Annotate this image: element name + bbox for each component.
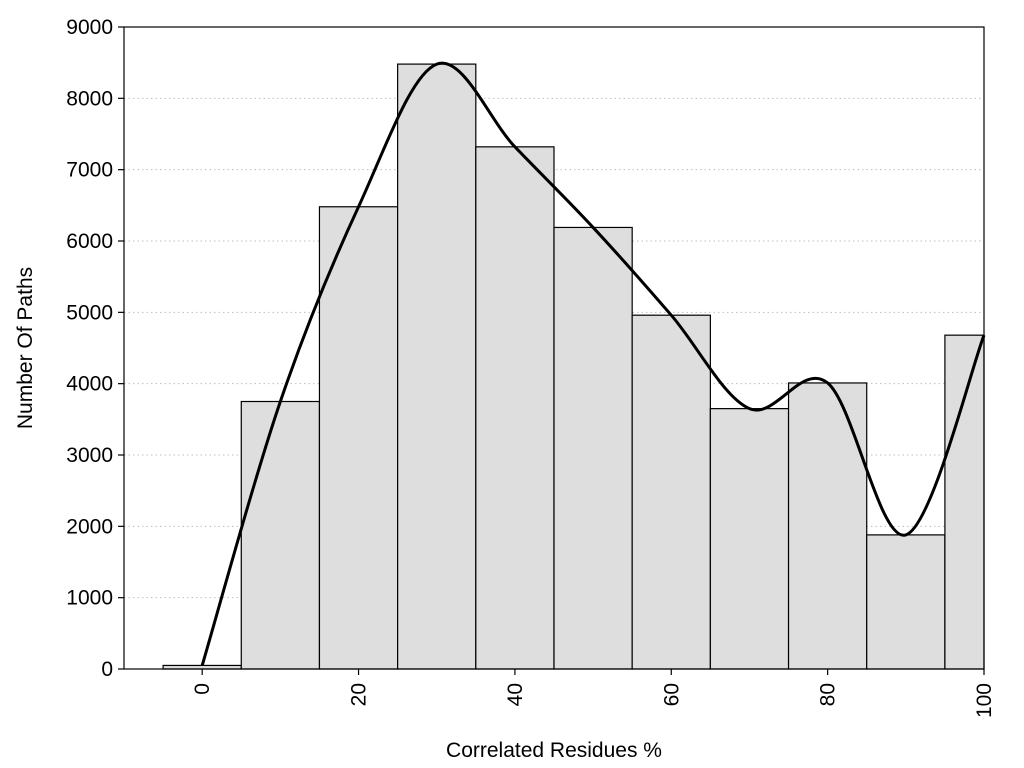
- y-tick-label: 9000: [66, 16, 113, 39]
- x-tick-label: 0: [191, 683, 214, 695]
- y-tick-label: 4000: [66, 373, 113, 396]
- y-tick-label: 2000: [66, 515, 113, 538]
- y-axis-title: Number Of Paths: [14, 267, 37, 429]
- histogram-bar: [866, 534, 946, 670]
- y-tick-label: 3000: [66, 444, 113, 467]
- histogram-bar: [631, 314, 711, 670]
- x-axis: 0 20 40 60 80 100: [191, 669, 996, 718]
- plot-frame: [123, 26, 985, 670]
- y-tick-label: 1000: [66, 587, 113, 610]
- x-tick-label: 100: [973, 683, 996, 718]
- y-axis: 0 1000 2000 3000 4000 5000 6000 7000 8000 9000: [66, 16, 124, 681]
- histogram-bar: [787, 382, 868, 670]
- x-tick-label: 60: [660, 683, 683, 706]
- histogram-bar: [397, 63, 477, 670]
- y-tick-label: 7000: [66, 159, 113, 182]
- y-tick-label: 8000: [66, 87, 113, 110]
- smooth-curve: [200, 61, 986, 666]
- y-tick-label: 0: [101, 658, 113, 681]
- histogram-bar: [318, 206, 399, 670]
- x-tick-label: 40: [504, 683, 527, 706]
- histogram-bar: [475, 146, 555, 670]
- histogram-bar: [944, 334, 985, 670]
- x-tick-label: 20: [348, 683, 371, 706]
- y-tick-label: 6000: [66, 230, 113, 253]
- histogram-bar: [553, 226, 633, 670]
- histogram-bar: [240, 400, 321, 670]
- x-tick-label: 80: [817, 683, 840, 706]
- y-tick-label: 5000: [66, 301, 113, 324]
- bars: [162, 63, 985, 670]
- histogram-bar: [709, 408, 790, 670]
- x-axis-title: Correlated Residues %: [446, 739, 662, 762]
